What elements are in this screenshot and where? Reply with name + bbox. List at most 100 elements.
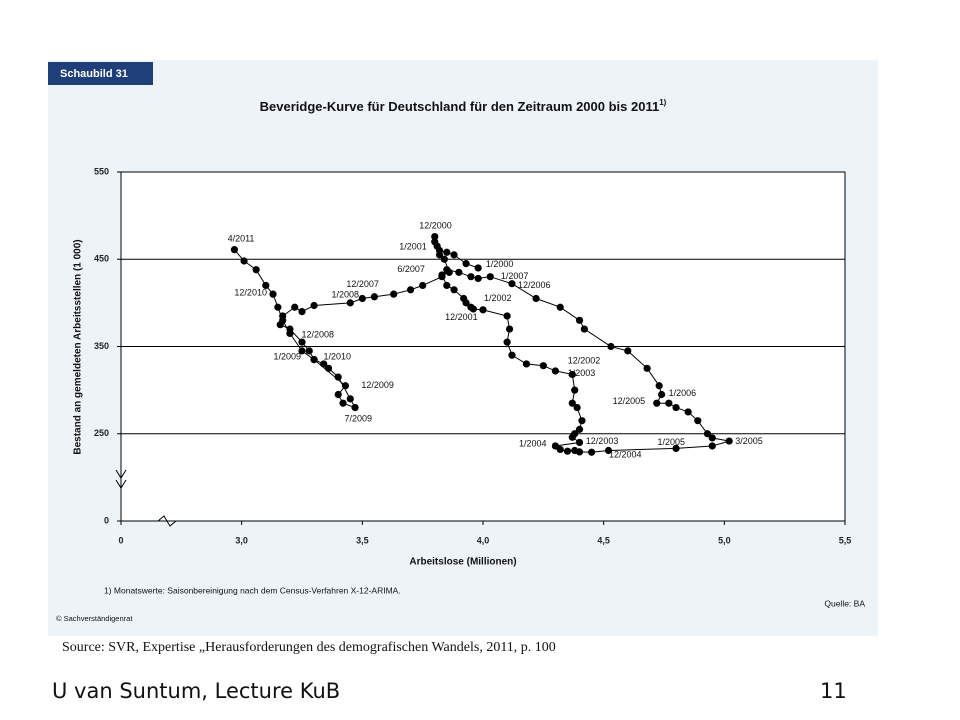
point xyxy=(556,303,564,311)
point xyxy=(474,274,482,283)
point xyxy=(653,399,661,407)
point xyxy=(455,268,463,276)
annotation: 4/2011 xyxy=(228,234,255,244)
point xyxy=(419,281,427,290)
annotation: 12/2005 xyxy=(613,396,646,406)
annotation: 1/2003 xyxy=(568,368,596,378)
y-tick-label: 550 xyxy=(94,166,109,176)
point xyxy=(370,293,378,301)
annotation: 12/2001 xyxy=(445,312,478,322)
point xyxy=(573,403,581,412)
title-note: 1) xyxy=(659,98,666,107)
point xyxy=(568,399,576,407)
x-tick-label: 4,5 xyxy=(597,535,610,545)
point xyxy=(588,448,596,456)
point xyxy=(305,347,313,355)
point xyxy=(298,338,306,346)
annotation: 12/2003 xyxy=(586,436,619,446)
point xyxy=(708,442,716,450)
point xyxy=(575,438,584,447)
point xyxy=(440,255,448,263)
copyright: © Sachverständigenrat xyxy=(56,614,133,623)
point xyxy=(462,260,470,268)
point xyxy=(556,445,564,454)
point xyxy=(390,290,398,298)
point xyxy=(604,446,613,455)
point xyxy=(571,386,579,394)
annotation: 1/2002 xyxy=(484,293,512,303)
point xyxy=(672,403,680,412)
point xyxy=(568,433,576,441)
point xyxy=(443,248,451,256)
annotation: 1/2008 xyxy=(331,289,359,299)
point xyxy=(431,232,439,241)
point xyxy=(450,251,458,259)
x-tick-label: 4,0 xyxy=(477,535,490,545)
point xyxy=(346,299,354,307)
point xyxy=(469,305,477,313)
point xyxy=(563,447,572,455)
x-tick-label: 5,0 xyxy=(718,535,731,545)
point xyxy=(334,390,342,399)
y-tick-label: 450 xyxy=(94,254,109,264)
point xyxy=(503,338,511,346)
point xyxy=(624,347,632,355)
point xyxy=(443,281,451,290)
point xyxy=(575,425,584,433)
point xyxy=(539,362,547,370)
point xyxy=(575,448,584,456)
point xyxy=(407,286,415,294)
y-axis-label: Bestand an gemeldeten Arbeitsstellen (1 … xyxy=(73,239,84,454)
point xyxy=(708,434,716,442)
y-tick-label: 0 xyxy=(104,515,109,525)
x-tick-label: 0 xyxy=(118,535,123,545)
point xyxy=(503,312,511,320)
y-tick-label: 350 xyxy=(94,341,109,351)
point xyxy=(230,246,239,254)
annotation: 1/2005 xyxy=(657,437,685,447)
x-tick-label: 3,5 xyxy=(356,535,369,545)
point xyxy=(486,273,494,281)
annotation: 12/2002 xyxy=(568,356,601,366)
point xyxy=(684,408,692,416)
chart-source: Quelle: BA xyxy=(824,598,865,608)
point xyxy=(672,444,680,453)
page-number: 11 xyxy=(820,679,847,703)
point xyxy=(694,417,702,425)
point xyxy=(551,367,560,375)
y-tick-label: 250 xyxy=(94,428,109,438)
point xyxy=(310,301,318,310)
point xyxy=(532,294,540,303)
x-tick-label: 3,0 xyxy=(235,535,248,545)
annotation: 7/2009 xyxy=(344,413,372,423)
chart-title: Beveridge-Kurve für Deutschland für den … xyxy=(260,98,667,114)
annotation: 6/2007 xyxy=(397,264,425,274)
point xyxy=(462,299,470,307)
point xyxy=(358,294,366,303)
point xyxy=(508,351,516,359)
annotation: 12/2000 xyxy=(419,220,452,230)
badge-box xyxy=(48,62,153,85)
point xyxy=(291,303,299,311)
footnote: 1) Monatswerte: Saisonbereinigung nach d… xyxy=(104,585,401,595)
footer: U van Suntum, Lecture KuB xyxy=(52,679,340,703)
point xyxy=(324,364,333,372)
annotation: 1/2000 xyxy=(486,259,514,269)
point xyxy=(479,306,487,314)
point xyxy=(433,242,441,250)
point xyxy=(262,281,270,290)
point xyxy=(346,395,354,403)
point xyxy=(286,329,294,338)
point xyxy=(334,373,342,381)
point xyxy=(279,316,287,324)
badge: Schaubild 31 xyxy=(60,68,128,80)
source-line: Source: SVR, Expertise „Herausforderunge… xyxy=(62,640,556,655)
annotation: 12/2010 xyxy=(234,288,267,298)
x-tick-label: 5,5 xyxy=(839,535,852,545)
point xyxy=(298,347,306,355)
point xyxy=(725,437,733,445)
point xyxy=(575,316,584,324)
point xyxy=(351,403,359,412)
y-axis-break xyxy=(115,469,127,489)
